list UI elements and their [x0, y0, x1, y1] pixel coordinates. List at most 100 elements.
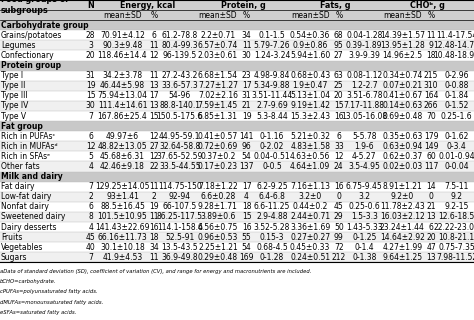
Bar [82, 111, 99, 121]
Bar [290, 101, 331, 111]
Bar [99, 30, 146, 40]
Text: Protein, g: Protein, g [221, 1, 266, 10]
Text: 5-5.78: 5-5.78 [352, 132, 376, 141]
Bar [290, 232, 331, 242]
Text: 72: 72 [334, 243, 344, 252]
Bar [290, 10, 331, 20]
Bar [255, 222, 290, 232]
Bar [82, 202, 99, 212]
Bar [99, 151, 146, 162]
Bar [0, 151, 82, 162]
Bar [238, 81, 255, 91]
Text: 6: 6 [428, 223, 434, 232]
Text: 0.15-3: 0.15-3 [260, 233, 284, 242]
Bar [99, 232, 146, 242]
Bar [82, 121, 99, 131]
Text: 66.16±11.73: 66.16±11.73 [98, 233, 147, 242]
Text: 4: 4 [88, 162, 93, 171]
Text: 13: 13 [426, 212, 436, 221]
Bar [331, 0, 347, 10]
Text: 27: 27 [334, 51, 344, 60]
Text: 12: 12 [334, 152, 344, 161]
Text: 149: 149 [424, 142, 438, 151]
Bar [382, 232, 423, 242]
Text: 179: 179 [424, 132, 438, 141]
Text: 7.02±2.16: 7.02±2.16 [198, 92, 238, 100]
Text: 15: 15 [242, 212, 251, 221]
Text: 34: 34 [242, 31, 251, 40]
Text: 13: 13 [149, 81, 159, 90]
Bar [347, 182, 382, 192]
Bar [197, 182, 238, 192]
Bar [382, 60, 423, 71]
Bar [238, 111, 255, 121]
Bar [255, 111, 290, 121]
Bar [238, 151, 255, 162]
Bar [255, 40, 290, 51]
Text: 12.48-14.70: 12.48-14.70 [434, 41, 474, 50]
Text: 68: 68 [334, 31, 344, 40]
Bar [439, 51, 474, 60]
Bar [99, 212, 146, 222]
Text: 167.86±25.4: 167.86±25.4 [98, 112, 147, 121]
Text: 137: 137 [239, 162, 254, 171]
Bar [162, 192, 197, 202]
Text: 118.46±14.4: 118.46±14.4 [98, 51, 147, 60]
Text: 20: 20 [86, 51, 95, 60]
Text: 0.72±0.69: 0.72±0.69 [198, 142, 238, 151]
Bar [0, 202, 82, 212]
Text: N: N [87, 1, 94, 10]
Text: 8.91±1.21: 8.91±1.21 [383, 182, 422, 191]
Bar [255, 242, 290, 252]
Bar [162, 151, 197, 162]
Text: Nonfat dairy: Nonfat dairy [1, 202, 49, 212]
Bar [238, 202, 255, 212]
Text: 0.27±0.27: 0.27±0.27 [290, 233, 330, 242]
Text: 13.95±1.28: 13.95±1.28 [380, 41, 425, 50]
Text: Rich in SFAsᵉ: Rich in SFAsᵉ [1, 152, 50, 161]
Text: 33: 33 [334, 142, 344, 151]
Text: 6: 6 [88, 202, 93, 212]
Text: 15: 15 [149, 112, 159, 121]
Text: 266: 266 [424, 101, 438, 110]
Bar [99, 252, 146, 262]
Text: 93±1.41: 93±1.41 [106, 192, 139, 201]
Bar [238, 252, 255, 262]
Bar [382, 10, 423, 20]
Bar [347, 91, 382, 101]
Bar [146, 91, 162, 101]
Text: Energy, kcal: Energy, kcal [120, 1, 175, 10]
Text: 0-1.4: 0-1.4 [355, 243, 374, 252]
Bar [255, 212, 290, 222]
Bar [238, 0, 255, 10]
Bar [99, 202, 146, 212]
Text: CHOᵇ, g: CHOᵇ, g [410, 1, 445, 10]
Bar [197, 71, 238, 81]
Bar [439, 0, 474, 10]
Bar [82, 131, 99, 141]
Bar [0, 121, 82, 131]
Bar [439, 40, 474, 51]
Bar [0, 192, 82, 202]
Bar [255, 60, 290, 71]
Text: 111.4±14.61: 111.4±14.61 [98, 101, 147, 110]
Bar [0, 60, 82, 71]
Bar [82, 30, 99, 40]
Bar [197, 121, 238, 131]
Text: 66-107.5: 66-107.5 [163, 202, 197, 212]
Text: 96: 96 [242, 142, 251, 151]
Text: 129.25±14.05: 129.25±14.05 [95, 182, 150, 191]
Bar [255, 252, 290, 262]
Bar [255, 192, 290, 202]
Bar [290, 141, 331, 151]
Text: 0.63±0.94: 0.63±0.94 [382, 142, 423, 151]
Text: Legumes: Legumes [1, 41, 36, 50]
Bar [197, 232, 238, 242]
Bar [238, 212, 255, 222]
Bar [197, 51, 238, 60]
Bar [162, 20, 197, 30]
Bar [347, 131, 382, 141]
Bar [347, 81, 382, 91]
Bar [382, 51, 423, 60]
Text: Type III: Type III [1, 92, 27, 100]
